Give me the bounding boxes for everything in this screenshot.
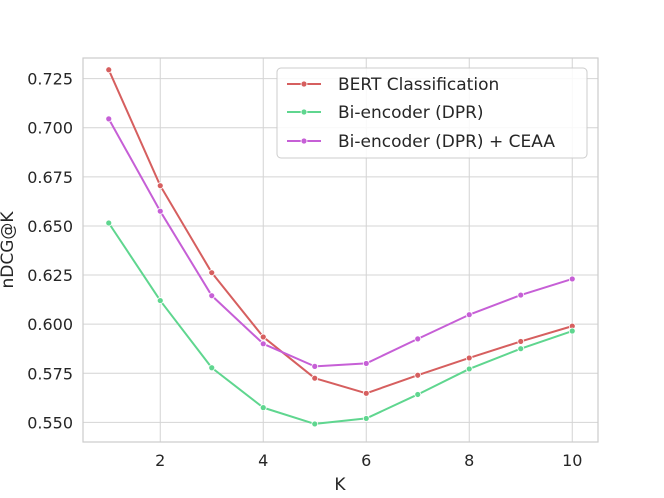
data-point	[259, 333, 267, 341]
data-point	[156, 182, 164, 190]
data-point	[414, 391, 422, 398]
data-point	[465, 354, 473, 362]
x-tick-label: 8	[464, 451, 474, 470]
legend-label-bert: BERT Classification	[338, 75, 499, 95]
data-point	[465, 365, 473, 373]
data-point	[568, 327, 576, 335]
y-tick-label: 0.550	[27, 413, 73, 432]
data-point	[311, 420, 319, 428]
legend-marker-dpr	[300, 108, 308, 116]
y-tick-label: 0.725	[27, 70, 73, 89]
data-point	[362, 389, 370, 397]
series-line	[107, 222, 573, 425]
plot-frame	[82, 57, 599, 443]
data-point	[568, 275, 576, 283]
data-point	[259, 404, 267, 412]
x-tick-label: 4	[258, 451, 268, 470]
y-axis-title: nDCG@K	[0, 211, 18, 289]
data-point	[414, 335, 422, 343]
data-point	[156, 297, 164, 304]
x-tick-label: 10	[562, 451, 582, 470]
data-point	[517, 338, 525, 345]
legend-label-dpr: Bi-encoder (DPR)	[338, 103, 484, 123]
legend-marker-ceaa	[300, 137, 308, 145]
data-point	[414, 371, 422, 379]
data-point	[105, 66, 113, 74]
series-line	[107, 118, 573, 368]
x-axis-title: K	[334, 475, 346, 495]
y-tick-label: 0.675	[27, 168, 73, 187]
data-point	[465, 311, 473, 319]
series-lines	[105, 66, 576, 428]
y-tick-label: 0.700	[27, 119, 73, 138]
data-point	[311, 362, 319, 370]
y-tick-label: 0.575	[27, 364, 73, 383]
series-0	[105, 66, 576, 397]
y-tick-label: 0.650	[27, 217, 73, 236]
data-point	[156, 207, 164, 215]
data-point	[362, 360, 370, 367]
legend-label-ceaa: Bi-encoder (DPR) + CEAA	[338, 132, 555, 152]
x-tick-label: 6	[361, 451, 371, 470]
data-point	[517, 345, 525, 353]
series-line	[107, 69, 573, 395]
y-tick-label: 0.625	[27, 266, 73, 285]
series-1	[105, 219, 576, 428]
data-point	[208, 269, 216, 277]
axis-ticks: 2 4 6 8 10 0.550 0.575 0.600 0.625 0.650 0.675 0.70…	[27, 70, 582, 470]
legend-box	[276, 67, 588, 159]
data-point	[105, 219, 113, 227]
data-point	[362, 415, 370, 422]
data-point	[259, 340, 267, 348]
legend-marker-bert	[300, 80, 308, 88]
data-point	[208, 292, 216, 300]
data-point	[517, 291, 525, 299]
legend: BERT Classification Bi-encoder (DPR) Bi-…	[276, 67, 588, 159]
data-point	[105, 115, 113, 123]
y-tick-label: 0.600	[27, 315, 73, 334]
x-tick-label: 2	[155, 451, 165, 470]
series-2	[105, 115, 576, 370]
data-point	[311, 374, 319, 382]
data-point	[208, 364, 216, 372]
